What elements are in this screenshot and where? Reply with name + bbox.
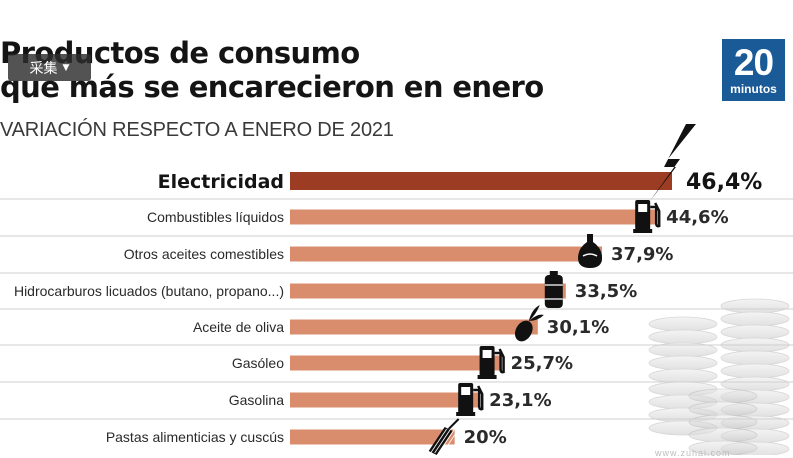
pasta-strand bbox=[430, 428, 447, 454]
fuel-pump-icon bbox=[477, 346, 505, 379]
coin bbox=[720, 363, 790, 379]
bar bbox=[290, 283, 566, 299]
bar bbox=[290, 429, 455, 445]
value-label: 23,1% bbox=[489, 390, 551, 411]
coin bbox=[720, 324, 790, 340]
bottle-label bbox=[582, 253, 598, 257]
pump-base bbox=[456, 412, 476, 416]
gas-canister-icon bbox=[544, 271, 563, 308]
lightning-icon bbox=[650, 124, 696, 201]
fuel-pump-icon bbox=[633, 200, 661, 233]
coin bbox=[688, 388, 758, 404]
coin bbox=[688, 427, 758, 443]
olive-leaf bbox=[528, 314, 544, 321]
olive-fruit bbox=[514, 320, 533, 342]
oil-bottle-icon bbox=[578, 234, 603, 268]
pump-window bbox=[482, 350, 492, 358]
collect-button[interactable]: 采集 ▼ bbox=[8, 54, 91, 81]
bar bbox=[290, 246, 603, 262]
fuel-pump-icon bbox=[456, 383, 484, 416]
value-label: 30,1% bbox=[547, 317, 609, 338]
category-labels: Electricidad Combustibles líquidos Otros a… bbox=[14, 171, 284, 445]
value-labels: 46,4% 44,6% 37,9% 33,5% 30,1% 25,7% 23,1% 20% bbox=[464, 170, 763, 448]
coin bbox=[720, 350, 790, 366]
bottle-shape bbox=[578, 234, 603, 268]
olive-leaf bbox=[528, 305, 540, 321]
pump-window bbox=[638, 204, 648, 212]
pasta-icon bbox=[428, 418, 460, 455]
value-label: 44,6% bbox=[666, 207, 728, 228]
coin bbox=[720, 298, 790, 314]
pasta-bundle bbox=[428, 427, 453, 455]
bar bbox=[290, 209, 658, 225]
category-label: Pastas alimenticias y cuscús bbox=[106, 429, 284, 445]
value-label: 37,9% bbox=[611, 244, 673, 265]
category-label: Electricidad bbox=[158, 171, 284, 193]
bar bbox=[290, 355, 502, 371]
canister-body bbox=[544, 275, 563, 308]
pasta-strand bbox=[434, 428, 451, 454]
pasta-strand bbox=[447, 418, 460, 430]
coin-stack bbox=[688, 388, 758, 455]
collect-button-label: 采集 bbox=[29, 60, 58, 77]
category-label: Otros aceites comestibles bbox=[124, 246, 284, 262]
value-label: 33,5% bbox=[575, 281, 637, 302]
row-separators bbox=[0, 198, 793, 420]
coin bbox=[720, 311, 790, 327]
category-label: Combustibles líquidos bbox=[147, 209, 284, 225]
pump-window bbox=[461, 387, 471, 395]
chart-subtitle: VARIACIÓN RESPECTO A ENERO DE 2021 bbox=[0, 119, 394, 141]
category-label: Gasolina bbox=[229, 392, 284, 408]
caret-down-icon: ▼ bbox=[62, 62, 70, 73]
coin bbox=[648, 316, 718, 332]
pump-hose bbox=[650, 202, 661, 228]
lightning-shape bbox=[650, 124, 696, 201]
pump-base bbox=[477, 375, 497, 379]
bar bbox=[290, 172, 672, 190]
coin bbox=[688, 440, 758, 455]
category-label: Gasóleo bbox=[232, 355, 284, 371]
coin bbox=[648, 329, 718, 345]
logo-word: minutos bbox=[730, 82, 777, 96]
coin bbox=[688, 414, 758, 430]
category-label: Hidrocarburos licuados (butano, propano.… bbox=[14, 283, 284, 299]
bars bbox=[290, 172, 672, 445]
pasta-strand bbox=[438, 428, 455, 454]
value-label: 20% bbox=[464, 427, 507, 448]
bar bbox=[290, 392, 481, 408]
value-label: 46,4% bbox=[686, 170, 762, 195]
olive-icon bbox=[514, 305, 544, 342]
pasta-strand bbox=[442, 428, 459, 454]
category-icons bbox=[428, 124, 696, 455]
source-watermark: www.zuhai.com bbox=[655, 448, 731, 458]
pump-base bbox=[633, 229, 653, 233]
value-label: 25,7% bbox=[511, 353, 573, 374]
coin bbox=[648, 368, 718, 384]
canister-valve bbox=[549, 271, 558, 276]
logo-number: 20 bbox=[733, 42, 774, 83]
pump-hose bbox=[473, 385, 484, 411]
coin bbox=[688, 401, 758, 417]
coin bbox=[648, 355, 718, 371]
pump-hose bbox=[494, 348, 505, 374]
category-label: Aceite de oliva bbox=[193, 319, 284, 335]
bar bbox=[290, 319, 538, 335]
coin-stacks-decoration bbox=[648, 298, 790, 455]
20minutos-logo: 20 minutos bbox=[722, 39, 785, 101]
